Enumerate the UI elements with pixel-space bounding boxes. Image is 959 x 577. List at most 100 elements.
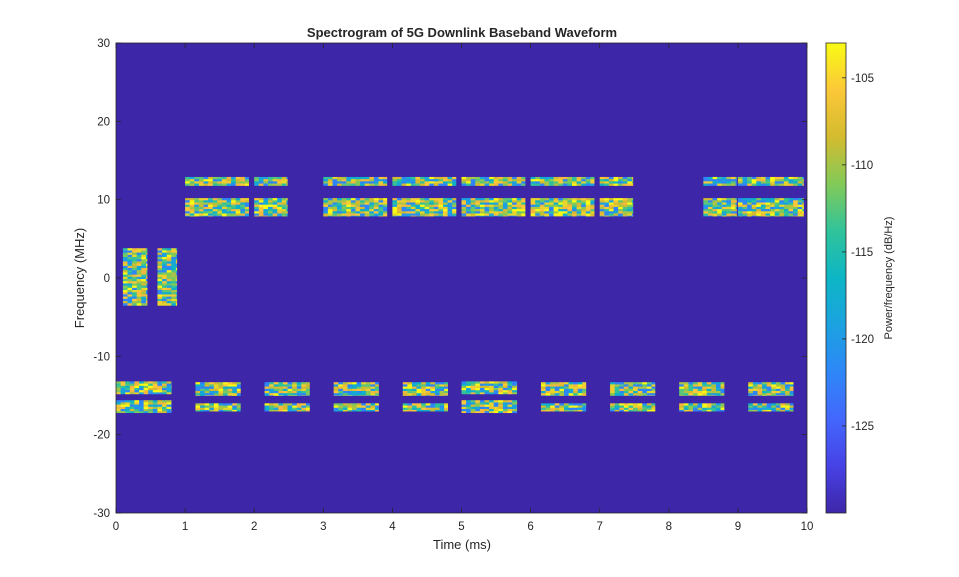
- spectrogram-cell: [231, 181, 236, 184]
- spectrogram-cell: [737, 181, 743, 184]
- spectrogram-cell: [466, 215, 471, 217]
- spectrogram-cell: [129, 406, 135, 410]
- spectrogram-cell: [235, 206, 241, 210]
- spectrogram-cell: [679, 390, 685, 394]
- spectrogram-cell: [129, 411, 135, 414]
- spectrogram-cell: [633, 405, 638, 409]
- spectrogram-cell: [706, 407, 712, 411]
- spectrogram-cell: [410, 209, 416, 212]
- spectrogram-cell: [346, 183, 352, 186]
- spectrogram-cell: [272, 183, 278, 186]
- spectrogram-cell: [120, 392, 126, 395]
- spectrogram-cell: [443, 179, 448, 182]
- spectrogram-cell: [323, 179, 329, 182]
- spectrogram-cell: [622, 211, 628, 214]
- spectrogram-cell: [470, 204, 476, 208]
- spectrogram-cell: [162, 409, 167, 412]
- spectrogram-cell: [240, 198, 246, 201]
- spectrogram-cell: [416, 407, 422, 411]
- spectrogram-cell: [461, 383, 467, 387]
- spectrogram-cell: [141, 276, 147, 280]
- spectrogram-cell: [730, 202, 736, 205]
- spectrogram-cell: [352, 403, 357, 406]
- spectrogram-cell: [789, 409, 794, 412]
- spectrogram-cell: [157, 402, 163, 405]
- spectrogram-cell: [258, 202, 264, 205]
- spectrogram-cell: [567, 204, 573, 208]
- spectrogram-cell: [378, 213, 384, 216]
- spectrogram-cell: [489, 202, 494, 205]
- spectrogram-cell: [493, 179, 499, 182]
- spectrogram-cell: [185, 215, 190, 217]
- spectrogram-cell: [360, 181, 365, 184]
- spectrogram-cell: [213, 405, 219, 409]
- spectrogram-cell: [766, 386, 772, 390]
- spectrogram-cell: [762, 384, 767, 387]
- spectrogram-cell: [162, 252, 167, 256]
- spectrogram-cell: [475, 409, 481, 412]
- spectrogram-cell: [364, 198, 370, 201]
- spectrogram-cell: [470, 385, 476, 389]
- spectrogram-cell: [240, 181, 246, 184]
- spectrogram-cell: [599, 215, 605, 217]
- spectrogram-cell: [771, 403, 777, 406]
- spectrogram-cell: [281, 179, 287, 182]
- spectrogram-cell: [627, 206, 633, 210]
- spectrogram-cell: [157, 285, 163, 289]
- spectrogram-cell: [254, 211, 260, 214]
- spectrogram-cell: [223, 384, 228, 387]
- spectrogram-cell: [489, 392, 494, 395]
- spectrogram-cell: [516, 198, 522, 201]
- spectrogram-cell: [507, 183, 513, 186]
- spectrogram-cell: [134, 381, 140, 384]
- spectrogram-cell: [610, 384, 615, 387]
- spectrogram-cell: [132, 263, 138, 267]
- spectrogram-cell: [235, 181, 241, 184]
- spectrogram-cell: [212, 183, 218, 186]
- spectrogram-cell: [721, 215, 727, 217]
- spectrogram-cell: [553, 176, 559, 180]
- spectrogram-cell: [726, 181, 732, 184]
- spectrogram-cell: [613, 183, 619, 186]
- spectrogram-cell: [572, 206, 577, 210]
- spectrogram-cell: [443, 181, 448, 184]
- spectrogram-cell: [573, 384, 579, 387]
- spectrogram-cell: [762, 388, 767, 392]
- spectrogram-cell: [521, 176, 526, 180]
- spectrogram-cell: [378, 206, 384, 210]
- spectrogram-cell: [221, 211, 227, 214]
- spectrogram-cell: [461, 176, 467, 180]
- spectrogram-cell: [425, 390, 431, 394]
- spectrogram-cell: [737, 202, 743, 205]
- spectrogram-cell: [263, 181, 269, 184]
- spectrogram-cell: [692, 407, 698, 411]
- spectrogram-cell: [430, 390, 436, 394]
- spectrogram-cell: [747, 206, 752, 210]
- spectrogram-cell: [217, 204, 223, 208]
- spectrogram-cell: [347, 403, 353, 406]
- spectrogram-cell: [212, 200, 218, 203]
- spectrogram-cell: [610, 405, 615, 409]
- spectrogram-cell: [301, 405, 307, 409]
- spectrogram-cell: [479, 390, 485, 393]
- spectrogram-cell: [217, 198, 223, 201]
- spectrogram-cell: [642, 407, 648, 411]
- spectrogram-cell: [479, 215, 485, 217]
- spectrogram-cell: [585, 202, 591, 205]
- spectrogram-cell: [352, 388, 357, 392]
- spectrogram-cell: [582, 407, 587, 411]
- spectrogram-cell: [301, 384, 307, 387]
- spectrogram-cell: [244, 200, 249, 203]
- spectrogram-cell: [585, 215, 591, 217]
- spectrogram-cell: [141, 250, 147, 253]
- spectrogram-cell: [623, 386, 629, 390]
- spectrogram-cell: [444, 405, 448, 409]
- spectrogram-cell: [254, 215, 260, 217]
- spectrogram-cell: [273, 386, 279, 390]
- spectrogram-cell: [236, 384, 241, 387]
- spectrogram-cell: [507, 390, 513, 393]
- spectrogram-cell: [703, 211, 709, 214]
- spectrogram-cell: [498, 183, 504, 186]
- spectrogram-cell: [287, 405, 293, 409]
- spectrogram-cell: [623, 388, 629, 392]
